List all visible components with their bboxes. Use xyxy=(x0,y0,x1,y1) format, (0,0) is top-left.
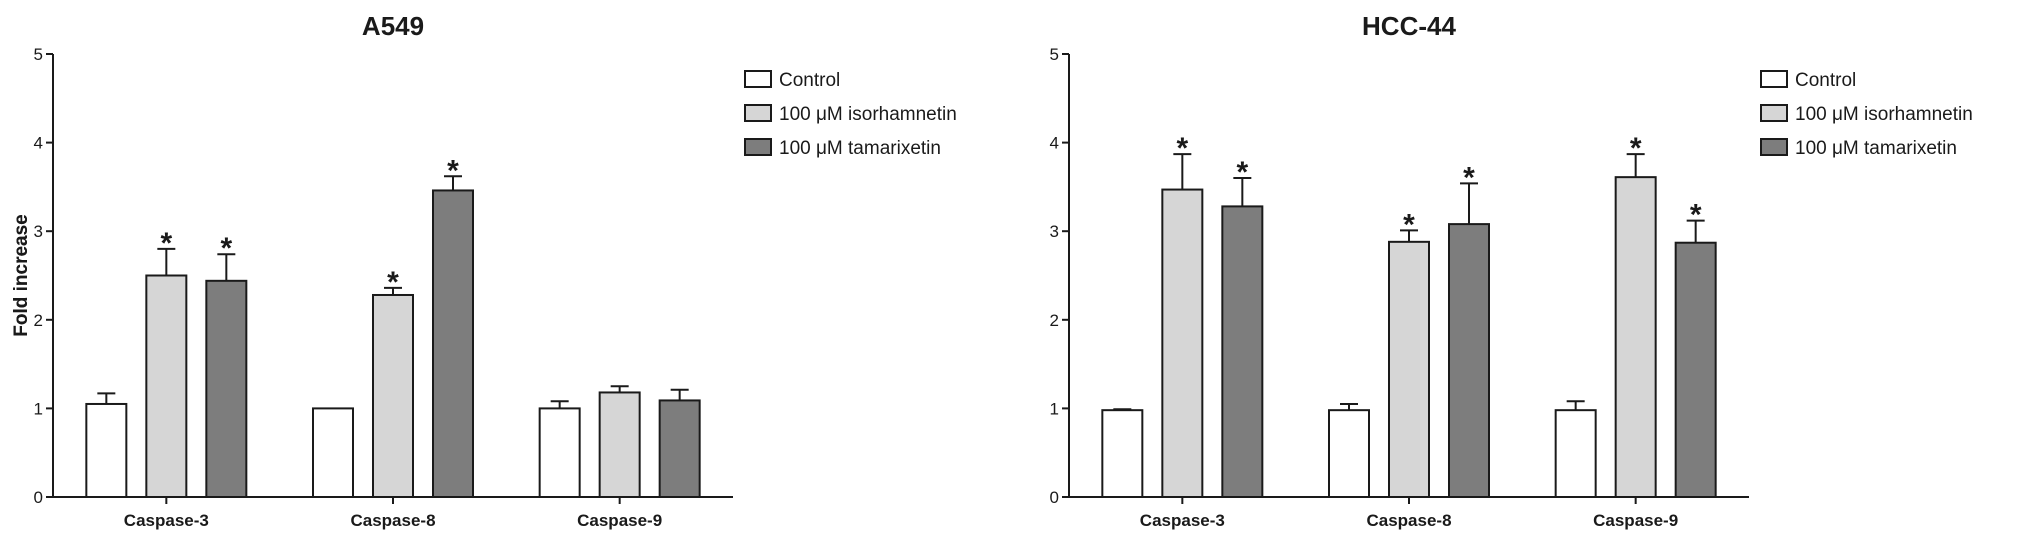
chart-panel-2: HCC-44 Fold increase 0 1 2 3 4 5 Caspase-3 * * Casp… xyxy=(11,11,1973,530)
legend-swatch xyxy=(1760,104,1788,122)
y-axis-label: Fold increase xyxy=(11,214,32,337)
legend-swatch xyxy=(744,138,772,156)
bar xyxy=(1161,188,1204,498)
y-tick-label: 5 xyxy=(1050,45,1059,64)
chart-title: A549 xyxy=(362,11,424,41)
y-tick-label: 4 xyxy=(34,134,43,153)
bar xyxy=(538,407,581,498)
bar xyxy=(1221,205,1264,498)
x-tick-label: Caspase-9 xyxy=(577,511,662,530)
chart-panel-1: A549 Fold increase 0 1 2 3 4 5 Caspase-3 * * Caspas… xyxy=(11,11,957,530)
legend-entry: Control xyxy=(1795,70,1856,91)
bar xyxy=(1388,240,1430,498)
y-tick-label: 5 xyxy=(34,45,43,64)
legend: Control 100 μM isorhamnetin 100 μM tamarix… xyxy=(1760,70,1973,159)
legend-entry: 100 μM isorhamnetin xyxy=(779,104,957,125)
x-tick-label: Caspase-9 xyxy=(1593,511,1678,530)
bar xyxy=(1674,241,1717,498)
y-tick-label: 3 xyxy=(1050,222,1059,241)
significance-marker: * xyxy=(1690,199,1702,232)
legend-swatch xyxy=(1760,138,1788,156)
chart-title: HCC-44 xyxy=(1362,11,1456,41)
bar xyxy=(372,293,414,498)
bar xyxy=(1328,409,1370,498)
bar xyxy=(145,274,188,498)
bar xyxy=(1101,409,1144,498)
legend-entry: 100 μM isorhamnetin xyxy=(1795,104,1973,125)
significance-marker: * xyxy=(1463,161,1475,194)
bar xyxy=(598,391,641,498)
x-tick-label: Caspase-3 xyxy=(124,511,209,530)
y-tick-label: 2 xyxy=(1050,311,1059,330)
x-tick-label: Caspase-3 xyxy=(1140,511,1225,530)
y-axis-label: Fold increase xyxy=(11,214,32,337)
significance-marker: * xyxy=(447,154,459,187)
bar xyxy=(658,399,701,498)
legend-entry: Control xyxy=(779,70,840,91)
significance-marker: * xyxy=(387,266,399,299)
y-tick-label: 4 xyxy=(1050,134,1059,153)
bar xyxy=(1448,223,1490,498)
y-tick-label: 2 xyxy=(34,311,43,330)
significance-marker: * xyxy=(160,227,172,260)
y-tick-label: 3 xyxy=(34,222,43,241)
y-tick-label: 0 xyxy=(1050,488,1059,507)
y-tick-label: 1 xyxy=(1050,399,1059,418)
significance-marker: * xyxy=(1236,156,1248,189)
legend-entry: 100 μM tamarixetin xyxy=(1795,138,1957,159)
significance-marker: * xyxy=(1630,132,1642,165)
y-tick-label: 0 xyxy=(34,488,43,507)
bar xyxy=(85,402,128,498)
significance-marker: * xyxy=(220,232,232,265)
bar xyxy=(312,407,354,498)
x-tick-label: Caspase-8 xyxy=(350,511,435,530)
legend-entry: 100 μM tamarixetin xyxy=(779,138,941,159)
legend-swatch xyxy=(1760,70,1788,88)
significance-marker: * xyxy=(1176,132,1188,165)
significance-marker: * xyxy=(1403,208,1415,241)
bar xyxy=(432,189,474,498)
bar xyxy=(1614,176,1657,499)
legend: Control 100 μM isorhamnetin 100 μM tamarix… xyxy=(744,70,957,159)
bar xyxy=(1554,409,1597,498)
bar xyxy=(205,279,248,499)
x-tick-label: Caspase-8 xyxy=(1366,511,1451,530)
legend-swatch xyxy=(744,70,772,88)
legend-swatch xyxy=(744,104,772,122)
y-tick-label: 1 xyxy=(34,399,43,418)
